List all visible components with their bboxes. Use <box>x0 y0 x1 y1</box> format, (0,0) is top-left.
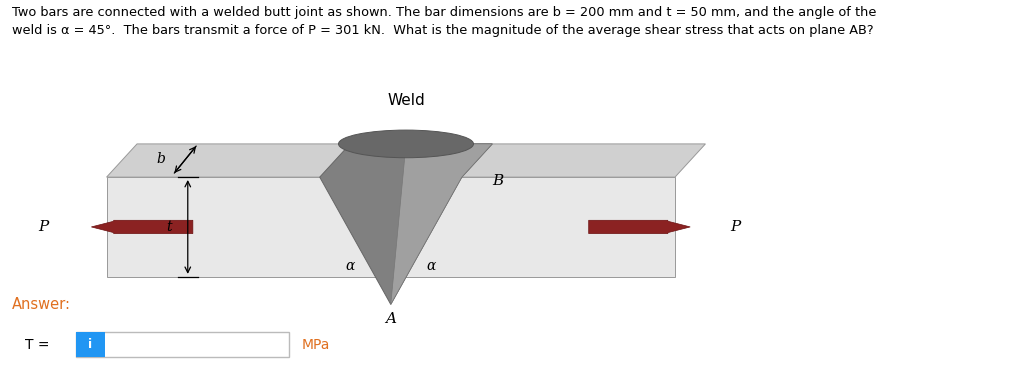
Text: A: A <box>386 312 396 326</box>
Text: i: i <box>88 338 92 351</box>
FancyBboxPatch shape <box>76 332 289 357</box>
Text: B: B <box>492 174 503 188</box>
Text: P: P <box>39 220 49 234</box>
Ellipse shape <box>338 130 473 158</box>
Polygon shape <box>91 220 193 234</box>
Polygon shape <box>107 177 391 277</box>
Text: α: α <box>345 259 355 273</box>
Text: T =: T = <box>25 338 50 352</box>
FancyBboxPatch shape <box>76 332 105 357</box>
Text: MPa: MPa <box>301 338 330 352</box>
Text: P: P <box>730 220 740 234</box>
Polygon shape <box>391 177 675 277</box>
Polygon shape <box>107 144 421 177</box>
Polygon shape <box>320 144 492 304</box>
Text: Answer:: Answer: <box>12 297 71 312</box>
Text: Weld: Weld <box>387 93 425 108</box>
Text: b: b <box>156 152 164 166</box>
Text: Two bars are connected with a welded butt joint as shown. The bar dimensions are: Two bars are connected with a welded but… <box>12 6 877 18</box>
Polygon shape <box>391 144 705 177</box>
Text: weld is α = 45°.  The bars transmit a force of P = 301 kN.  What is the magnitud: weld is α = 45°. The bars transmit a for… <box>12 24 874 37</box>
Polygon shape <box>391 144 492 304</box>
Polygon shape <box>589 220 690 234</box>
Text: t: t <box>166 220 173 234</box>
Text: α: α <box>426 259 436 273</box>
